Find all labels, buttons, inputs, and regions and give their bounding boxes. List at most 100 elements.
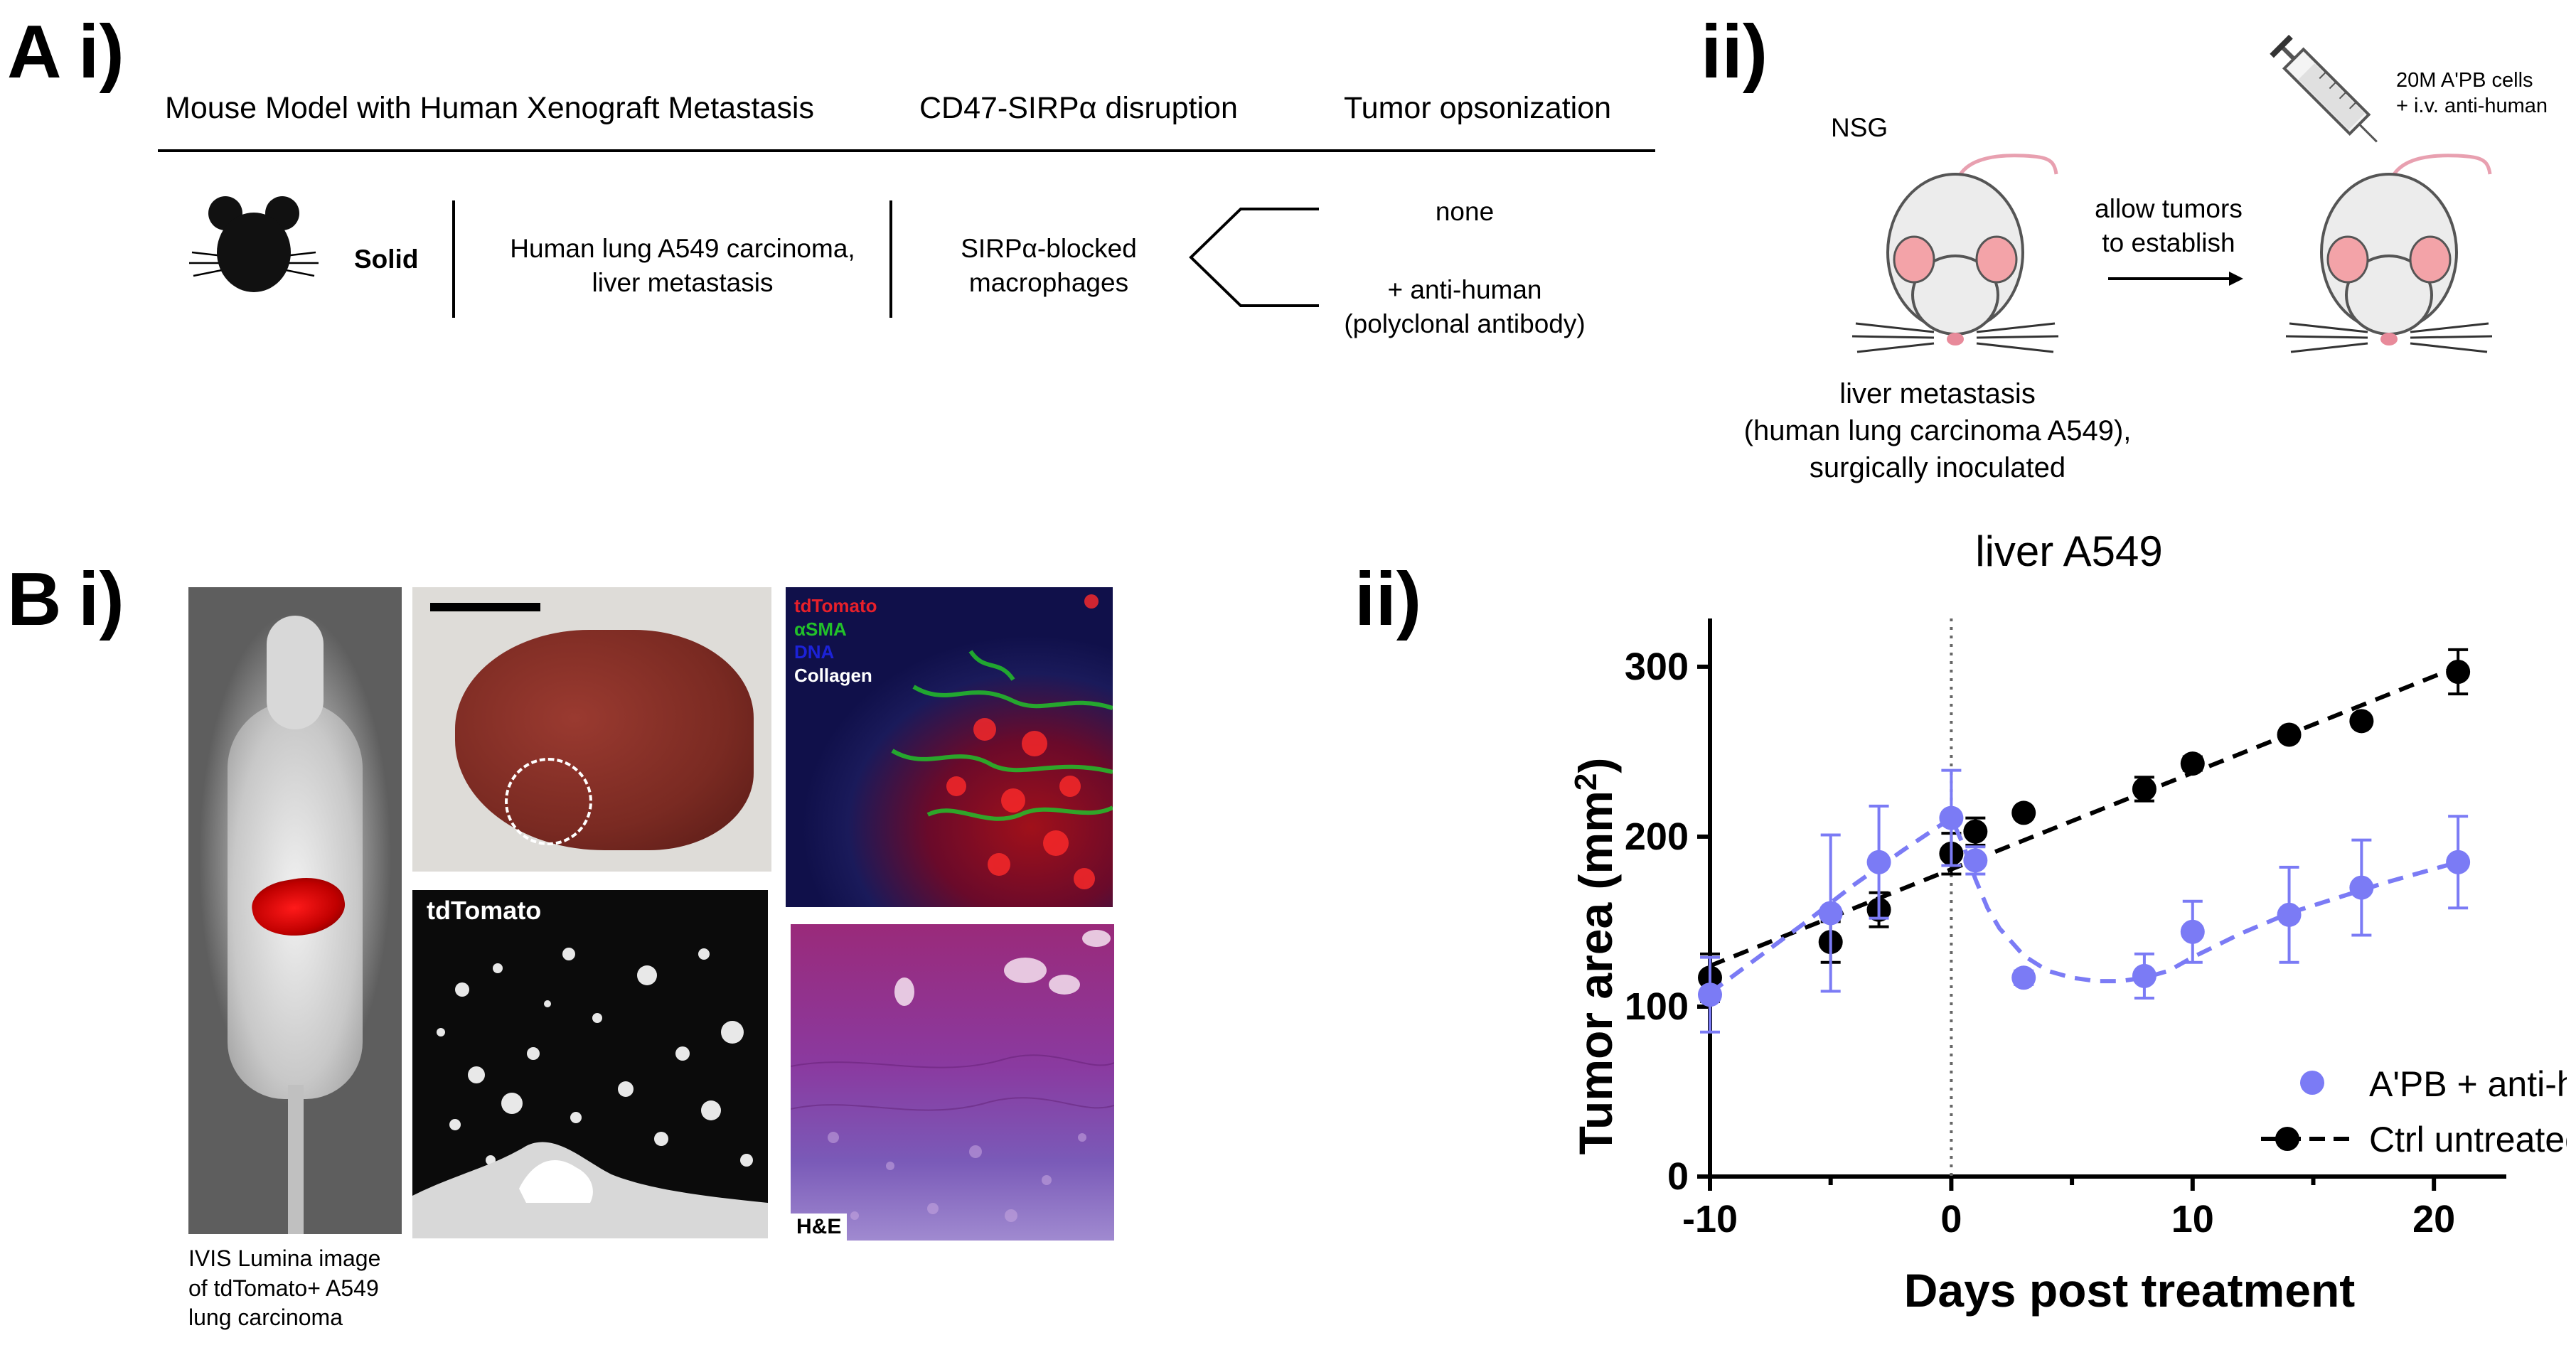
treated-mouse-illustration: [2285, 154, 2493, 353]
panel-a-ii-label: ii): [1701, 10, 1768, 94]
opsonization-anti-line1: + anti-human: [1387, 275, 1542, 304]
ivis-mouse-head: [267, 616, 324, 729]
schematic-caption-line1: liver metastasis: [1839, 378, 2036, 409]
panel-b-i-label: i): [78, 557, 124, 641]
panel-a-i-label: i): [78, 10, 124, 94]
data-point: [2277, 722, 2302, 747]
y-axis-title-end: ): [1569, 758, 1622, 773]
data-point: [2446, 850, 2471, 874]
liver-tissue: [455, 630, 754, 850]
data-point: [2132, 776, 2157, 801]
if-legend-tdtomato: tdTomato: [794, 595, 877, 616]
chart-legend: A'PB + anti-human Ctrl untreated: [2261, 1064, 2567, 1159]
legend-marker-apb: [2300, 1071, 2324, 1095]
if-texture: [891, 594, 1113, 889]
immunofluorescence-image: tdTomato αSMA DNA Collagen: [786, 587, 1113, 907]
data-point: [2011, 965, 2036, 990]
opsonization-anti-human: + anti-human (polyclonal antibody): [1322, 273, 1607, 341]
tdtomato-image: tdTomato: [412, 890, 768, 1238]
data-point: [2011, 800, 2036, 825]
ivis-tail: [288, 1085, 304, 1234]
data-point: [2132, 963, 2157, 988]
panel-a-label: A: [7, 10, 62, 94]
ivis-caption-line2: of tdTomato+ A549: [188, 1275, 379, 1301]
schematic-caption-line3: surgically inoculated: [1809, 452, 2066, 483]
row-model-text: Human lung A549 carcinoma, liver metasta…: [469, 232, 896, 300]
schematic-caption-line2: (human lung carcinoma A549),: [1743, 415, 2132, 446]
row-model-line1: Human lung A549 carcinoma,: [510, 234, 855, 263]
opsonization-none: none: [1435, 197, 1495, 226]
y-axis-title-sup: 2: [1568, 773, 1603, 791]
if-legend-collagen: Collagen: [794, 664, 872, 686]
panel-b-ii-label: ii): [1354, 557, 1422, 641]
syringe-dose-line2: + i.v. anti-human: [2396, 95, 2548, 118]
if-legend-asma: αSMA: [794, 618, 847, 640]
y-axis-title: Tumor area (mm2): [1568, 758, 1622, 1155]
data-point: [2180, 751, 2205, 776]
syringe-dose-text: 20M A'PB cells + i.v. anti-human: [2396, 68, 2548, 119]
y-tick-label: 200: [1625, 815, 1689, 858]
data-point: [1963, 848, 1988, 873]
tdtomato-label: tdTomato: [427, 896, 542, 925]
ivis-caption: IVIS Lumina image of tdTomato+ A549 lung…: [188, 1244, 380, 1333]
x-tick-label: 0: [1940, 1198, 1962, 1241]
nsg-label: NSG: [1831, 113, 1888, 142]
header-opsonization: Tumor opsonization: [1344, 91, 1612, 125]
ivis-image: [188, 587, 402, 1234]
x-tick-label: 10: [2171, 1198, 2214, 1241]
legend-label-ctrl: Ctrl untreated: [2369, 1120, 2567, 1159]
opsonization-anti-line2: (polyclonal antibody): [1344, 309, 1586, 339]
x-tick-label: -10: [1682, 1198, 1738, 1241]
row-divider-1: [452, 200, 455, 318]
header-cd47-disruption: CD47-SIRPα disruption: [919, 91, 1238, 125]
row-disruption-line1: SIRPα-blocked: [961, 234, 1137, 263]
data-point: [1939, 805, 1964, 830]
y-tick-label: 0: [1667, 1155, 1689, 1198]
header-rule: [158, 149, 1655, 152]
data-point: [1866, 850, 1891, 874]
arrow-label: allow tumors to establish: [2062, 192, 2275, 260]
establish-arrow-icon: [2108, 272, 2243, 286]
data-point: [1963, 819, 1988, 844]
tumor-circle: [505, 758, 592, 845]
x-tick-label: 20: [2412, 1198, 2455, 1241]
series-ctrl-untreated: [1698, 648, 2471, 1003]
row-type-solid: Solid: [354, 245, 419, 274]
fit-line: [1709, 815, 2459, 995]
branch-connector: [1189, 208, 1319, 307]
if-legend-dna: DNA: [794, 641, 835, 663]
syringe-icon: [2270, 34, 2378, 143]
if-legend: tdTomato αSMA DNA Collagen: [794, 594, 877, 687]
data-point: [2349, 709, 2374, 734]
arrow-label-line2: to establish: [2102, 228, 2235, 258]
data-point: [1698, 982, 1722, 1007]
row-disruption-text: SIRPα-blocked macrophages: [907, 232, 1191, 300]
he-stain-image: H&E: [791, 924, 1114, 1241]
data-point: [2446, 659, 2471, 684]
nsg-mouse-illustration: [1851, 154, 2059, 353]
he-label: H&E: [791, 1214, 848, 1241]
header-mouse-model: Mouse Model with Human Xenograft Metasta…: [165, 91, 814, 125]
ivis-caption-line1: IVIS Lumina image: [188, 1245, 381, 1271]
syringe-dose-line1: 20M A'PB cells: [2396, 69, 2533, 92]
x-axis-title: Days post treatment: [1904, 1264, 2356, 1317]
y-axis-title-main: Tumor area (mm: [1569, 791, 1622, 1155]
arrow-label-line1: allow tumors: [2095, 194, 2243, 223]
schematic-caption: liver metastasis (human lung carcinoma A…: [1699, 375, 2176, 486]
scale-bar: [430, 603, 540, 611]
panel-b-label: B: [7, 557, 62, 641]
legend-label-apb: A'PB + anti-human: [2369, 1064, 2567, 1104]
series-apb-anti-human: [1698, 768, 2471, 1034]
data-point: [2277, 902, 2302, 927]
tdtomato-signal: [412, 948, 768, 1238]
y-tick-label: 300: [1625, 645, 1689, 688]
y-tick-label: 100: [1625, 985, 1689, 1028]
row-divider-2: [889, 200, 892, 318]
legend-marker-ctrl: [2275, 1127, 2299, 1151]
mouse-head-icon: [189, 196, 319, 292]
liver-photo: [412, 587, 771, 872]
data-point: [2349, 875, 2374, 900]
chart-title: liver A549: [1975, 527, 2163, 575]
row-model-line2: liver metastasis: [592, 268, 774, 298]
